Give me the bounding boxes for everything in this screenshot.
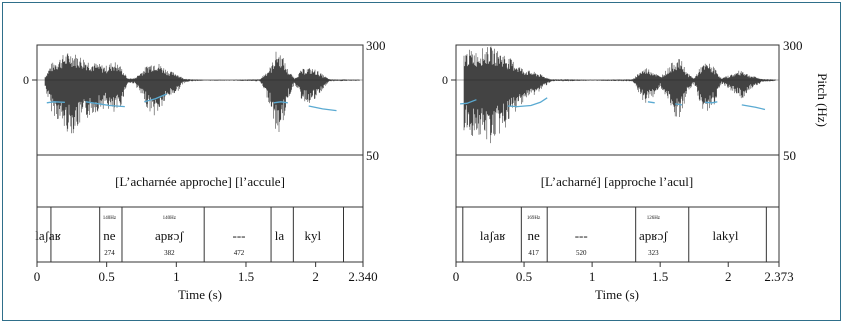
panel-left-zero-label: 0 [23, 73, 29, 87]
panel-right: laʃaʁ ne169Hz417---520apʁɔʃ126Hz323lakyl … [442, 38, 803, 302]
panel-right-xlabel: Time (s) [595, 287, 639, 302]
syllable-label: --- [233, 228, 246, 243]
xtick-label: 0 [453, 269, 460, 284]
panel-right-boundaries [462, 207, 767, 262]
xtick-label: 0.5 [99, 269, 115, 284]
waveform-trace [44, 51, 360, 134]
xtick-label: 2.340 [348, 269, 377, 284]
panel-right-syllables: laʃaʁ ne 169Hz 417 --- 520 apʁɔʃ 126Hz 323 lakyl [480, 216, 739, 257]
syllable-duration: 472 [234, 249, 245, 257]
syllable-label: ne [527, 228, 540, 243]
pitch-segment-1 [507, 97, 548, 108]
panel-left-pitch-max: 300 [366, 38, 386, 53]
syllable-duration: 520 [576, 249, 587, 257]
syllable-label: laʃaʁ [35, 228, 61, 243]
panel-left-waveform [37, 51, 363, 134]
xtick-label: 2.373 [764, 269, 793, 284]
xtick-label: 2 [312, 269, 319, 284]
syllable-pitch-note: 140Hz [163, 216, 177, 221]
pitch-segment-0 [460, 99, 477, 105]
pitch-segment-2 [647, 101, 655, 104]
pitch-segment-5 [741, 104, 766, 111]
syllable-pitch-note: 126Hz [647, 216, 661, 221]
panel-right-sentence: [L’acharné] [approche l’acul] [541, 174, 694, 189]
waveform-trace [463, 46, 776, 144]
panel-left-xlabel: Time (s) [178, 287, 222, 302]
panel-right-pitch-track [460, 97, 766, 111]
xtick-label: 1.5 [652, 269, 668, 284]
xtick-label: 1 [173, 269, 180, 284]
syllable-label: --- [575, 228, 588, 243]
panel-left-syllables: laʃaʁ ne 140Hz 274 apʁɔʃ 140Hz 382 --- 472 la kyl [35, 216, 321, 257]
panel-left-pitch-track [46, 93, 337, 112]
panel-right-pitch-max: 300 [783, 38, 803, 53]
syllable-label: kyl [305, 228, 322, 243]
syllable-label: ne [103, 228, 116, 243]
syllable-label: apʁɔʃ [639, 228, 668, 243]
pitch-segment-1 [85, 101, 125, 108]
pitch-segment-4 [308, 105, 337, 112]
syllable-duration: 274 [104, 249, 115, 257]
pitch-segment-0 [46, 101, 65, 104]
panel-right-waveform [456, 46, 779, 144]
xtick-label: 0.5 [516, 269, 532, 284]
syllable-pitch-note: 140Hz [103, 216, 117, 221]
syllable-label: la [275, 228, 285, 243]
syllable-label: apʁɔʃ [155, 228, 184, 243]
panel-left-sentence: [L’acharnée approche] [l’accule] [115, 174, 285, 189]
pitch-segment-2 [144, 93, 167, 103]
syllable-pitch-note: 169Hz [527, 216, 541, 221]
syllable-duration: 417 [528, 249, 539, 257]
syllable-label: laʃaʁ [480, 228, 506, 243]
pitch-segment-3 [273, 101, 288, 104]
pitch-axis-label: Pitch (Hz) [815, 73, 830, 127]
panel-right-xaxis: 0 0.5 1 1.5 2 2.373 [453, 262, 794, 284]
panel-right-zero-label: 0 [442, 73, 448, 87]
panel-right-pitch-min: 50 [783, 148, 796, 163]
pitch-segment-3 [675, 103, 683, 106]
xtick-label: 0 [34, 269, 41, 284]
panel-left-pitch-min: 50 [366, 148, 379, 163]
xtick-label: 1.5 [238, 269, 254, 284]
xtick-label: 2 [725, 269, 732, 284]
syllable-duration: 323 [648, 249, 659, 257]
syllable-duration: 382 [164, 249, 175, 257]
syllable-label: lakyl [713, 228, 739, 243]
xtick-label: 1 [589, 269, 596, 284]
figure-frame [2, 2, 841, 321]
panel-left-boundaries [50, 207, 344, 262]
pitch-segment-4 [705, 101, 718, 104]
panel-left-xaxis: 0 0.5 1 1.5 2 2.340 [34, 262, 378, 284]
